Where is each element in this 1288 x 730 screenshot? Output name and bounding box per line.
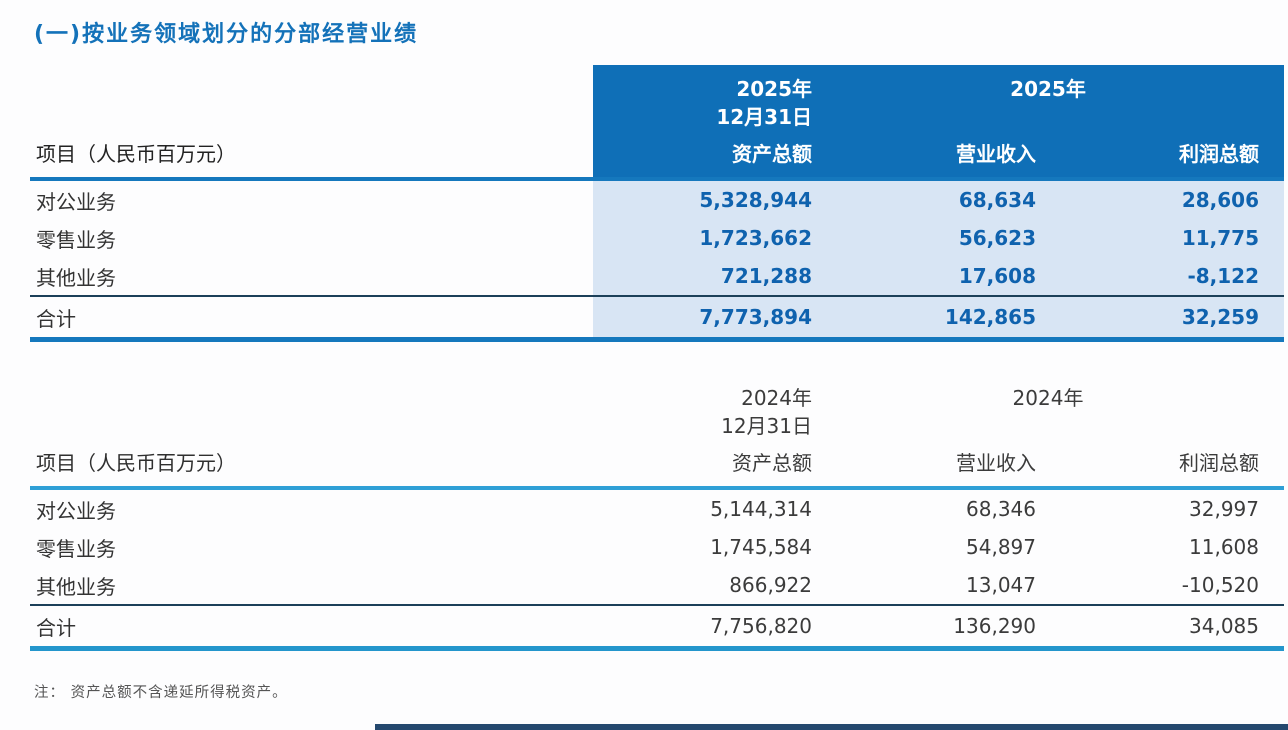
business-row-other: 其他业务 721,288 17,608 -8,122 bbox=[30, 257, 1284, 295]
row-label: 零售业务 bbox=[36, 227, 116, 252]
period-date-label: 2025年 12月31日 bbox=[593, 75, 812, 131]
assets-value: 5,144,314 bbox=[710, 497, 812, 521]
header-rule bbox=[30, 177, 1284, 181]
assets-column-header: 资产总额 bbox=[732, 451, 812, 475]
total-top-rule bbox=[30, 604, 1284, 606]
bottom-accent-bar bbox=[375, 724, 1288, 730]
business-row-retail: 零售业务 1,745,584 54,897 11,608 bbox=[30, 528, 1284, 566]
footnote: 注： 资产总额不含递延所得税资产。 bbox=[34, 685, 288, 701]
header-rule bbox=[30, 486, 1284, 490]
total-profit-value: 32,259 bbox=[1181, 305, 1259, 329]
period-day-line: 12月31日 bbox=[716, 105, 812, 129]
assets-value: 5,328,944 bbox=[699, 188, 812, 212]
assets-value: 721,288 bbox=[720, 264, 812, 288]
revenue-column-header: 营业收入 bbox=[956, 142, 1036, 166]
row-label: 对公业务 bbox=[36, 189, 116, 214]
total-bottom-rule bbox=[30, 337, 1284, 342]
segment-table-2025: 项目（人民币百万元） 2025年 12月31日 2025年 资产总额 营业收入 … bbox=[30, 65, 1284, 342]
revenue-value: 68,634 bbox=[958, 188, 1036, 212]
total-row: 合计 7,756,820 136,290 34,085 bbox=[30, 606, 1284, 646]
row-label: 零售业务 bbox=[36, 536, 116, 561]
page-title: (一)按业务领域划分的分部经营业绩 bbox=[34, 22, 419, 47]
profit-value: 11,608 bbox=[1189, 535, 1259, 559]
row-label: 对公业务 bbox=[36, 498, 116, 523]
total-label: 合计 bbox=[36, 615, 76, 640]
project-column-header: 项目（人民币百万元） bbox=[36, 142, 236, 166]
period-date-label: 2024年 12月31日 bbox=[593, 384, 812, 440]
project-column-header: 项目（人民币百万元） bbox=[36, 451, 236, 475]
assets-value: 866,922 bbox=[729, 573, 812, 597]
period-day-line: 12月31日 bbox=[721, 414, 812, 438]
business-row-corporate: 对公业务 5,144,314 68,346 32,997 bbox=[30, 490, 1284, 528]
total-assets-value: 7,756,820 bbox=[710, 614, 812, 638]
row-label: 其他业务 bbox=[36, 265, 116, 290]
period-year-label: 2025年 bbox=[1010, 77, 1086, 101]
revenue-value: 68,346 bbox=[966, 497, 1036, 521]
revenue-value: 17,608 bbox=[958, 264, 1036, 288]
header-band-2025: 2025年 12月31日 2025年 资产总额 营业收入 利润总额 bbox=[593, 65, 1284, 177]
profit-column-header: 利润总额 bbox=[1179, 451, 1259, 475]
total-label: 合计 bbox=[36, 306, 76, 331]
assets-value: 1,723,662 bbox=[699, 226, 812, 250]
total-bottom-rule bbox=[30, 646, 1284, 651]
table-header-2024: 项目（人民币百万元） 2024年 12月31日 2024年 资产总额 营业收入 … bbox=[30, 374, 1284, 486]
business-row-corporate: 对公业务 5,328,944 68,634 28,606 bbox=[30, 181, 1284, 219]
assets-value: 1,745,584 bbox=[710, 535, 812, 559]
period-year-line: 2025年 bbox=[736, 77, 812, 101]
profit-column-header: 利润总额 bbox=[1179, 142, 1259, 166]
segment-table-2024: 项目（人民币百万元） 2024年 12月31日 2024年 资产总额 营业收入 … bbox=[30, 374, 1284, 651]
profit-value: 32,997 bbox=[1189, 497, 1259, 521]
revenue-value: 54,897 bbox=[966, 535, 1036, 559]
business-row-other: 其他业务 866,922 13,047 -10,520 bbox=[30, 566, 1284, 604]
business-row-retail: 零售业务 1,723,662 56,623 11,775 bbox=[30, 219, 1284, 257]
total-row: 合计 7,773,894 142,865 32,259 bbox=[30, 297, 1284, 337]
revenue-value: 13,047 bbox=[966, 573, 1036, 597]
assets-column-header: 资产总额 bbox=[732, 142, 812, 166]
total-assets-value: 7,773,894 bbox=[699, 305, 812, 329]
profit-value: 11,775 bbox=[1181, 226, 1259, 250]
revenue-column-header: 营业收入 bbox=[956, 451, 1036, 475]
period-year-line: 2024年 bbox=[741, 386, 812, 410]
table-header-2025: 项目（人民币百万元） 2025年 12月31日 2025年 资产总额 营业收入 … bbox=[30, 65, 1284, 177]
total-profit-value: 34,085 bbox=[1189, 614, 1259, 638]
period-year-label: 2024年 bbox=[1012, 386, 1084, 410]
profit-value: -8,122 bbox=[1187, 264, 1259, 288]
revenue-value: 56,623 bbox=[958, 226, 1036, 250]
total-revenue-value: 142,865 bbox=[944, 305, 1036, 329]
row-label: 其他业务 bbox=[36, 574, 116, 599]
profit-value: -10,520 bbox=[1181, 573, 1259, 597]
profit-value: 28,606 bbox=[1181, 188, 1259, 212]
header-band-2024: 2024年 12月31日 2024年 资产总额 营业收入 利润总额 bbox=[593, 374, 1284, 486]
total-revenue-value: 136,290 bbox=[953, 614, 1036, 638]
total-top-rule bbox=[30, 295, 1284, 297]
